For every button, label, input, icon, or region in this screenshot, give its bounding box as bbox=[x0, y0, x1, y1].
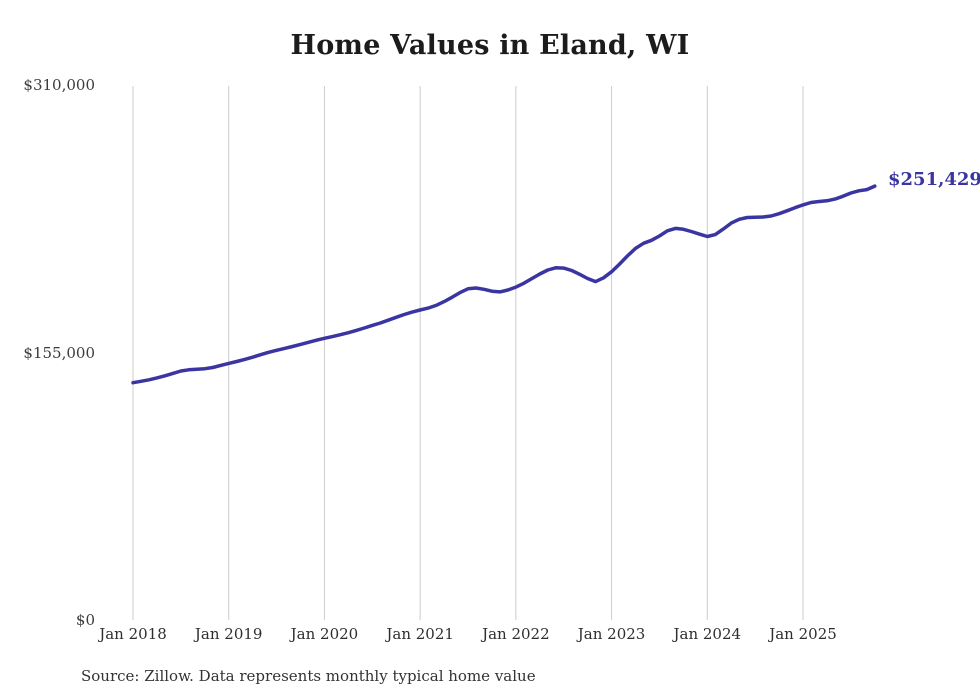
x-axis-tick-label: Jan 2022 bbox=[482, 625, 550, 643]
x-axis-tick-label: Jan 2023 bbox=[577, 625, 646, 643]
x-axis-tick-label: Jan 2018 bbox=[99, 625, 167, 643]
y-axis-tick-label: $0 bbox=[75, 611, 95, 629]
value-line bbox=[131, 184, 877, 385]
x-axis-tick-label: Jan 2020 bbox=[290, 625, 359, 643]
x-axis-tick-label: Jan 2021 bbox=[386, 625, 454, 643]
y-axis-tick-label: $310,000 bbox=[23, 76, 95, 94]
gridlines-group bbox=[132, 86, 804, 620]
x-axis-tick-label: Jan 2024 bbox=[673, 625, 742, 643]
x-axis-tick-label: Jan 2019 bbox=[194, 625, 263, 643]
chart-title: Home Values in Eland, WI bbox=[290, 30, 690, 61]
source-note: Source: Zillow. Data represents monthly … bbox=[81, 667, 536, 685]
y-axis-tick-label: $155,000 bbox=[23, 343, 95, 362]
x-axis-tick-label: Jan 2025 bbox=[769, 625, 837, 643]
end-value-label: $251,429 bbox=[888, 169, 980, 190]
